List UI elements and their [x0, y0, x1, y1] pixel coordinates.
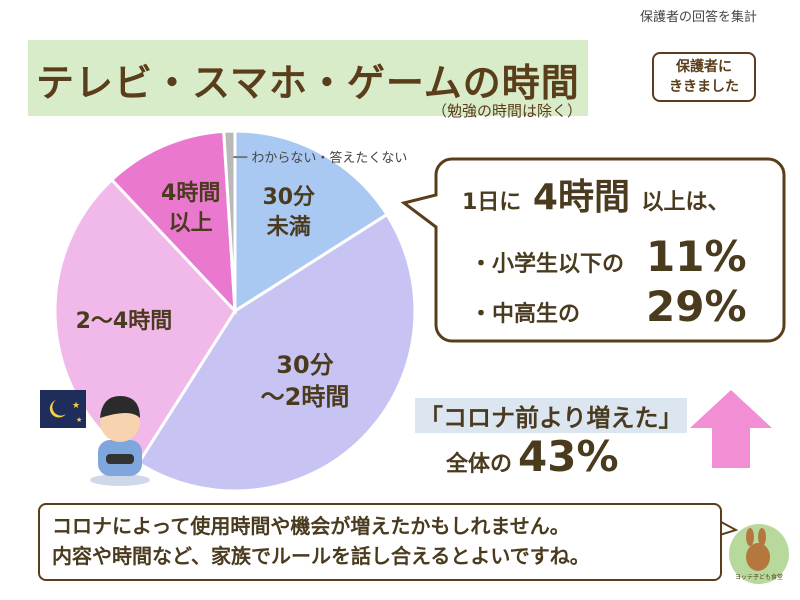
increase-heading: 「コロナ前より増えた」 — [415, 398, 687, 433]
kangaroo-ear — [746, 528, 754, 546]
child-gaming-illustration: ★ ★ — [40, 390, 150, 486]
pie-slice — [136, 212, 417, 493]
pie-slice-label: 30分 ～2時間 — [235, 349, 375, 413]
pie-slice-label-line: 30分 — [276, 351, 334, 379]
badge-line-1: 保護者に — [676, 59, 732, 75]
bubble-line-1-emphasis: 4時間 — [532, 177, 630, 218]
pie-slice-label-line: 以上 — [168, 210, 213, 236]
pie-slice — [233, 129, 390, 314]
pie-slice-label-line: 2～4時間 — [75, 308, 173, 334]
bubble-line-1-prefix: 1日に — [462, 190, 522, 215]
pie-slice-label-line: 30分 — [262, 185, 316, 211]
badge-line-2: ききました — [669, 79, 739, 95]
child-hair — [100, 396, 140, 418]
mascot-text: ヨッテ子ども食堂 — [735, 573, 783, 581]
floor-shadow — [90, 474, 150, 486]
star-icon: ★ — [76, 416, 82, 424]
pie-slice-label-line: ～2時間 — [260, 383, 350, 411]
pie-slice-label-line: 4時間 — [161, 180, 221, 206]
pie-slice — [222, 129, 237, 312]
chart-title: テレビ・スマホ・ゲームの時間 — [36, 61, 580, 105]
game-controller-icon — [106, 454, 134, 464]
increase-total-label: 全体の — [446, 452, 513, 477]
pie-slice — [109, 129, 237, 316]
bubble-line-1: 1日に 4時間 以上は、 — [462, 168, 730, 220]
increase-total-value: 43% — [518, 432, 619, 481]
pie-slice-label: 2～4時間 — [54, 307, 194, 337]
night-window — [40, 390, 86, 428]
kangaroo-icon — [746, 543, 770, 571]
pie-slice-label: 4時間以上 — [121, 179, 261, 239]
mascot-logo: ヨッテ子ども食堂 — [729, 524, 789, 584]
speech-bubble-shape — [400, 157, 786, 343]
speech-bubble — [400, 157, 786, 343]
star-icon: ★ — [72, 401, 80, 411]
bubble-line-1-suffix: 以上は、 — [641, 190, 730, 215]
moon-icon — [49, 400, 66, 418]
up-arrow-icon — [690, 390, 772, 468]
respondent-badge: 保護者に ききました — [652, 52, 756, 102]
pie-slice-label: 30分未満 — [219, 183, 359, 243]
pie-slice — [53, 177, 237, 466]
chart-subtitle: （勉強の時間は除く） — [432, 102, 583, 120]
secondary-value: 29% — [646, 282, 747, 331]
callout-label: わからない・答えたくない — [251, 150, 407, 166]
elementary-value: 11% — [646, 232, 747, 281]
elementary-label: ・小学生以下の — [470, 252, 625, 277]
title-band — [28, 40, 588, 116]
increase-total: 全体の 43% — [446, 432, 619, 481]
kangaroo-ear — [758, 528, 766, 546]
pie-slice-label-line: 未満 — [266, 215, 311, 241]
source-note: 保護者の回答を集計 — [640, 10, 758, 25]
message-line-1: コロナによって使用時間や機会が増えたかもしれません。 — [52, 514, 570, 538]
up-arrow-shape — [690, 390, 772, 468]
pie-chart: わからない・答えたくない — [53, 129, 417, 493]
message-line-2: 内容や時間など、家族でルールを話し合えるとよいですね。 — [52, 544, 590, 568]
message-box: コロナによって使用時間や機会が増えたかもしれません。 内容や時間など、家族でルー… — [38, 503, 722, 581]
secondary-label: ・中高生の — [470, 302, 581, 327]
